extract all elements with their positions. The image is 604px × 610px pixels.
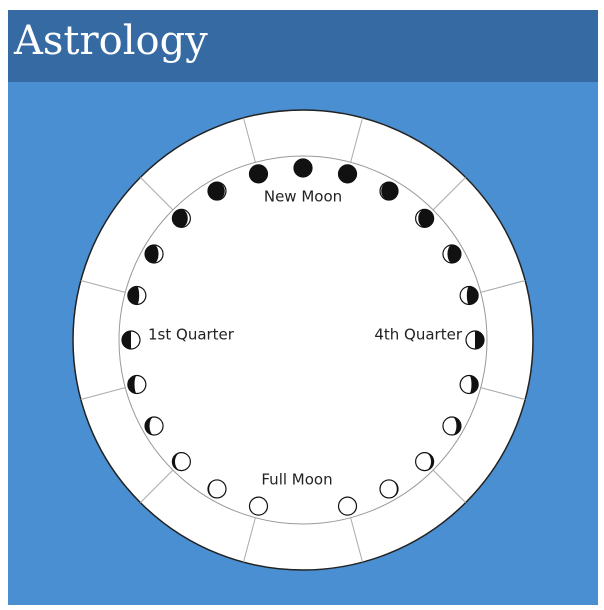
- moon: [172, 209, 190, 227]
- moon: [249, 497, 267, 515]
- moon: [466, 331, 484, 349]
- moon: [339, 165, 357, 183]
- label-new-moon: New Moon: [264, 188, 342, 206]
- moon: [416, 453, 434, 471]
- moon: [249, 165, 267, 183]
- moon: [443, 245, 461, 263]
- header-title: Astrology: [13, 18, 208, 64]
- moon: [208, 182, 226, 200]
- moon: [460, 286, 478, 304]
- moon: [339, 497, 357, 515]
- moon: [172, 453, 190, 471]
- label-full-moon: Full Moon: [261, 471, 332, 489]
- page: Astrology New Moon 1st Quarter 4th Quart…: [0, 0, 604, 610]
- moon: [128, 286, 146, 304]
- moon: [145, 245, 163, 263]
- label-first-quarter: 1st Quarter: [148, 326, 235, 344]
- moon: [460, 376, 478, 394]
- moon: [128, 376, 146, 394]
- label-fourth-quarter: 4th Quarter: [374, 326, 462, 344]
- moon: [294, 159, 312, 177]
- moon: [416, 209, 434, 227]
- moon: [208, 480, 226, 498]
- moon: [443, 417, 461, 435]
- moon: [380, 480, 398, 498]
- moon: [145, 417, 163, 435]
- moon: [380, 182, 398, 200]
- moon: [122, 331, 140, 349]
